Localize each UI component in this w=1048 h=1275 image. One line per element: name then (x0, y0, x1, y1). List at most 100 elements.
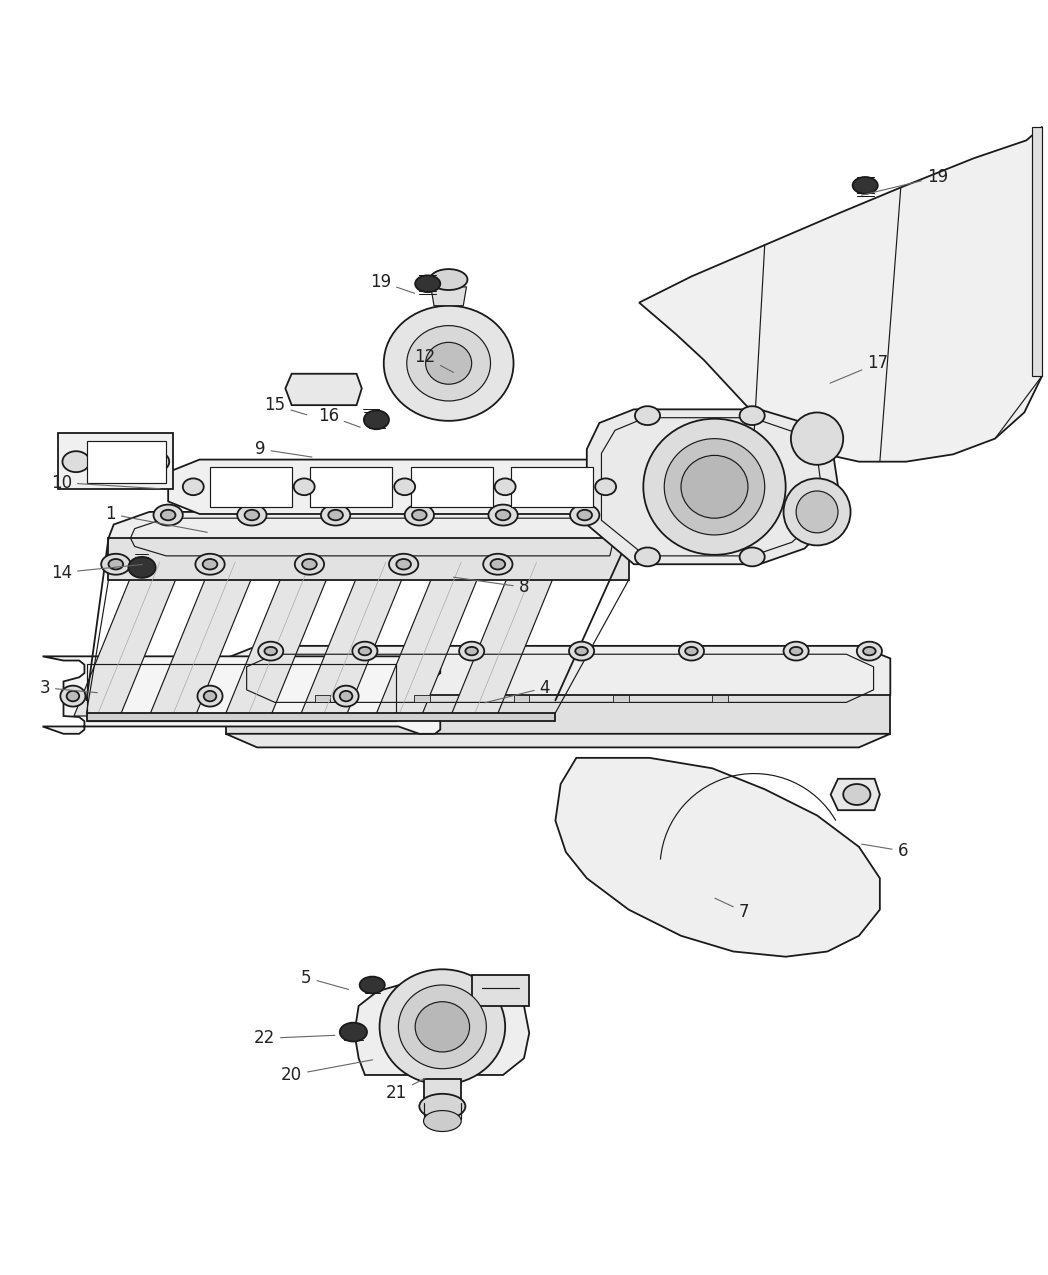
Ellipse shape (595, 478, 616, 495)
Polygon shape (59, 434, 173, 488)
Text: 5: 5 (301, 969, 349, 989)
Ellipse shape (352, 641, 377, 660)
Ellipse shape (160, 510, 175, 520)
Ellipse shape (784, 641, 809, 660)
Ellipse shape (394, 478, 415, 495)
Text: 6: 6 (861, 842, 909, 861)
Ellipse shape (459, 641, 484, 660)
Polygon shape (109, 511, 629, 562)
Ellipse shape (203, 691, 216, 701)
Ellipse shape (244, 510, 259, 520)
Ellipse shape (364, 411, 389, 430)
Ellipse shape (321, 505, 350, 525)
Ellipse shape (384, 306, 514, 421)
Ellipse shape (407, 325, 490, 400)
Ellipse shape (488, 505, 518, 525)
Ellipse shape (379, 969, 505, 1085)
Ellipse shape (419, 1094, 465, 1119)
Ellipse shape (577, 510, 592, 520)
Polygon shape (411, 467, 493, 506)
Polygon shape (310, 467, 392, 506)
Ellipse shape (358, 646, 371, 655)
Polygon shape (225, 646, 891, 710)
Polygon shape (514, 695, 529, 703)
Ellipse shape (790, 646, 803, 655)
Polygon shape (210, 467, 291, 506)
Polygon shape (613, 695, 629, 703)
Polygon shape (314, 695, 330, 703)
Ellipse shape (490, 558, 505, 570)
Ellipse shape (430, 269, 467, 289)
Ellipse shape (844, 784, 871, 805)
Polygon shape (74, 562, 182, 717)
Ellipse shape (635, 407, 660, 425)
Polygon shape (43, 657, 440, 734)
Polygon shape (149, 562, 258, 717)
Text: 1: 1 (105, 505, 208, 533)
Ellipse shape (333, 686, 358, 706)
Polygon shape (285, 374, 362, 405)
Ellipse shape (109, 558, 124, 570)
Ellipse shape (570, 505, 599, 525)
Polygon shape (375, 562, 484, 717)
Ellipse shape (796, 491, 838, 533)
Ellipse shape (495, 478, 516, 495)
Polygon shape (87, 713, 555, 722)
Ellipse shape (412, 510, 427, 520)
Text: 3: 3 (40, 678, 97, 696)
Ellipse shape (569, 641, 594, 660)
Ellipse shape (853, 177, 878, 194)
Text: 22: 22 (254, 1029, 335, 1047)
Ellipse shape (258, 641, 283, 660)
Ellipse shape (61, 686, 86, 706)
Ellipse shape (575, 646, 588, 655)
Ellipse shape (864, 646, 876, 655)
Text: 17: 17 (830, 354, 889, 384)
Ellipse shape (423, 1111, 461, 1131)
Ellipse shape (294, 553, 324, 575)
Text: 12: 12 (414, 348, 454, 372)
Polygon shape (423, 1079, 461, 1103)
Polygon shape (224, 562, 333, 717)
Ellipse shape (740, 547, 765, 566)
Polygon shape (511, 467, 593, 506)
Ellipse shape (340, 691, 352, 701)
Polygon shape (87, 441, 166, 483)
Text: 14: 14 (51, 564, 143, 581)
Ellipse shape (740, 407, 765, 425)
Polygon shape (225, 695, 891, 734)
Text: 9: 9 (255, 440, 312, 458)
Ellipse shape (857, 641, 882, 660)
Ellipse shape (496, 510, 510, 520)
Polygon shape (831, 779, 880, 810)
Ellipse shape (129, 557, 155, 578)
Ellipse shape (685, 646, 698, 655)
Polygon shape (168, 459, 692, 514)
Ellipse shape (425, 343, 472, 384)
Ellipse shape (328, 510, 343, 520)
Text: 19: 19 (370, 273, 415, 293)
Text: 8: 8 (454, 578, 529, 597)
Polygon shape (300, 562, 409, 717)
Polygon shape (225, 734, 891, 747)
Text: 20: 20 (281, 1060, 373, 1084)
Polygon shape (354, 980, 529, 1075)
Ellipse shape (679, 641, 704, 660)
Ellipse shape (302, 558, 316, 570)
Ellipse shape (141, 451, 169, 472)
Ellipse shape (359, 977, 385, 993)
Polygon shape (431, 287, 466, 306)
Ellipse shape (664, 439, 765, 536)
Ellipse shape (465, 646, 478, 655)
Ellipse shape (182, 478, 203, 495)
Polygon shape (713, 695, 728, 703)
Ellipse shape (237, 505, 266, 525)
Text: 10: 10 (51, 473, 160, 492)
Ellipse shape (405, 505, 434, 525)
Ellipse shape (202, 558, 217, 570)
Ellipse shape (67, 691, 80, 701)
Text: 7: 7 (715, 898, 749, 921)
Ellipse shape (102, 553, 130, 575)
Polygon shape (472, 974, 529, 1006)
Ellipse shape (681, 455, 748, 518)
